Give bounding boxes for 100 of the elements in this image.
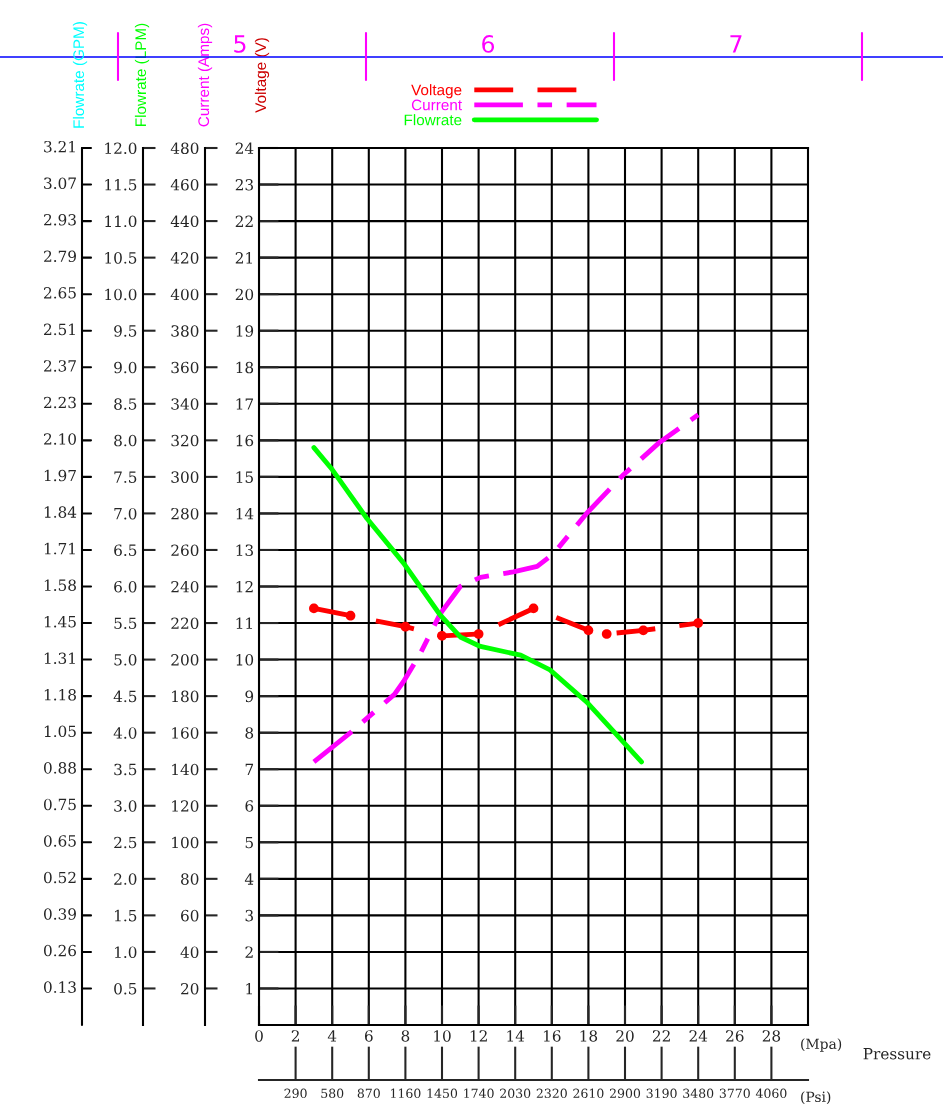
point bbox=[400, 621, 411, 632]
y3-tick-label: 9.5 bbox=[114, 325, 137, 337]
text: 0.75 bbox=[43, 798, 76, 811]
y2-tick-label: 100 bbox=[172, 836, 199, 849]
x2-tick-label: 3190 bbox=[646, 1088, 677, 1099]
y3-tick-label: 8.5 bbox=[114, 398, 137, 410]
y3-tick-label: 11.0 bbox=[105, 215, 137, 228]
y3-tick-label: 5.0 bbox=[114, 654, 137, 666]
y2-tick-label: 260 bbox=[171, 544, 199, 556]
y2-tick-label: 320 bbox=[171, 434, 199, 447]
y3-tick-label: 4.0 bbox=[113, 727, 137, 739]
x2-axis-title: (Psi) bbox=[801, 1091, 831, 1104]
y2-tick-label: 80 bbox=[181, 873, 199, 885]
x-tick-label: 6 bbox=[364, 1030, 373, 1042]
text: 0.26 bbox=[43, 944, 77, 957]
y3-tick-label: 2.5 bbox=[114, 836, 137, 849]
y2-tick-label: 440 bbox=[170, 215, 199, 228]
x2-tick-label: 1160 bbox=[391, 1088, 421, 1099]
y3-tick-label: 5.5 bbox=[114, 617, 137, 630]
y-tick-label: 9 bbox=[245, 690, 254, 703]
text: 3.07 bbox=[44, 177, 76, 189]
text: 2.93 bbox=[44, 213, 76, 226]
text: Flowrate (GPM) bbox=[72, 22, 88, 128]
y-tick-label: 2 bbox=[245, 946, 253, 958]
x2-tick-label: 3480 bbox=[683, 1088, 714, 1099]
y2-tick-label: 60 bbox=[181, 909, 199, 922]
x2-tick-label: 1740 bbox=[464, 1088, 494, 1099]
text: 2.65 bbox=[44, 287, 76, 299]
x-tick-label: 24 bbox=[689, 1030, 708, 1042]
y2-tick-label: 220 bbox=[171, 617, 199, 630]
y-tick-label: 8 bbox=[245, 727, 254, 739]
y-tick-label: 15 bbox=[236, 471, 253, 483]
x-tick-label: 10 bbox=[434, 1030, 451, 1042]
y-tick-label: 12 bbox=[236, 580, 253, 593]
text: 1.31 bbox=[44, 652, 75, 665]
x-tick-label: 20 bbox=[616, 1030, 634, 1042]
y2-tick-label: 120 bbox=[172, 800, 199, 812]
y-tick-label: 20 bbox=[235, 288, 254, 301]
x2-tick-label: 2320 bbox=[536, 1088, 567, 1099]
text: 1.05 bbox=[44, 725, 76, 738]
y3-axis-title: Flowrate (LPM) bbox=[134, 23, 150, 126]
y2-tick-label: 160 bbox=[172, 727, 199, 739]
x-tick-label: 14 bbox=[507, 1030, 525, 1042]
text: 2.10 bbox=[44, 433, 76, 445]
y-tick-label: 16 bbox=[236, 434, 254, 447]
y-tick-label: 3 bbox=[245, 909, 253, 922]
text: 1.97 bbox=[44, 469, 76, 482]
y2-axis-title: Current (Amps) bbox=[197, 23, 213, 127]
text: 1.84 bbox=[44, 506, 77, 518]
line-series bbox=[311, 412, 701, 765]
y-tick-label: 11 bbox=[236, 617, 252, 629]
text: 2.23 bbox=[44, 396, 76, 409]
x2-tick-label: 4060 bbox=[755, 1088, 787, 1099]
x2-tick-label: 3770 bbox=[719, 1088, 750, 1099]
y2-tick-label: 460 bbox=[170, 179, 199, 191]
point bbox=[638, 625, 649, 636]
text: 2.51 bbox=[44, 323, 75, 336]
y2-tick-label: 280 bbox=[171, 507, 199, 520]
y2-tick-label: 340 bbox=[171, 398, 199, 410]
y2-tick-label: 140 bbox=[172, 763, 199, 776]
x2-tick-label: 2030 bbox=[500, 1088, 531, 1099]
y3-tick-label: 9.0 bbox=[114, 361, 137, 374]
text: 1.18 bbox=[44, 689, 76, 701]
y3-tick-label: 1.5 bbox=[115, 909, 137, 922]
y2-tick-label: 40 bbox=[180, 946, 199, 958]
y2-tick-label: 360 bbox=[171, 361, 199, 374]
x-tick-label: 0 bbox=[255, 1030, 263, 1042]
x-tick-label: 18 bbox=[580, 1030, 598, 1042]
text: 0.88 bbox=[43, 762, 76, 774]
point bbox=[345, 610, 356, 621]
y-tick-label: 18 bbox=[236, 361, 254, 374]
y2-tick-label: 300 bbox=[171, 471, 199, 483]
y-axis-title: Voltage (V) bbox=[254, 38, 270, 113]
x-tick-label: 8 bbox=[401, 1030, 410, 1042]
x-tick-label: 12 bbox=[470, 1030, 487, 1042]
y-tick-label: 10 bbox=[236, 654, 254, 666]
text: 1.71 bbox=[44, 542, 75, 555]
y-tick-label: 19 bbox=[236, 325, 254, 337]
y-tick-label: 24 bbox=[235, 142, 254, 154]
text: 2.79 bbox=[44, 250, 76, 263]
point bbox=[473, 629, 484, 639]
y-tick-label: 7 bbox=[245, 763, 254, 776]
x2-tick-label: 870 bbox=[357, 1088, 380, 1099]
y3-tick-label: 10.5 bbox=[105, 252, 137, 264]
y-tick-label: 13 bbox=[236, 544, 253, 556]
y2-tick-label: 20 bbox=[181, 982, 199, 995]
y2-tick-label: 200 bbox=[171, 654, 199, 666]
point bbox=[528, 603, 539, 614]
text: 1.58 bbox=[44, 579, 76, 591]
x-tick-label: 2 bbox=[291, 1030, 299, 1042]
y2-tick-label: 240 bbox=[171, 580, 199, 593]
y-tick-label: 5 bbox=[245, 836, 253, 849]
y-tick-label: 22 bbox=[235, 215, 253, 227]
text: Voltage bbox=[411, 84, 462, 99]
y3-tick-label: 10.0 bbox=[105, 288, 137, 301]
x-tick-label: 22 bbox=[652, 1030, 670, 1042]
x2-tick-label: 2900 bbox=[609, 1088, 641, 1099]
y3-tick-label: 6.5 bbox=[114, 544, 137, 556]
x-axis-title: (Mpa) bbox=[801, 1038, 842, 1052]
text: Pressure bbox=[863, 1048, 931, 1060]
